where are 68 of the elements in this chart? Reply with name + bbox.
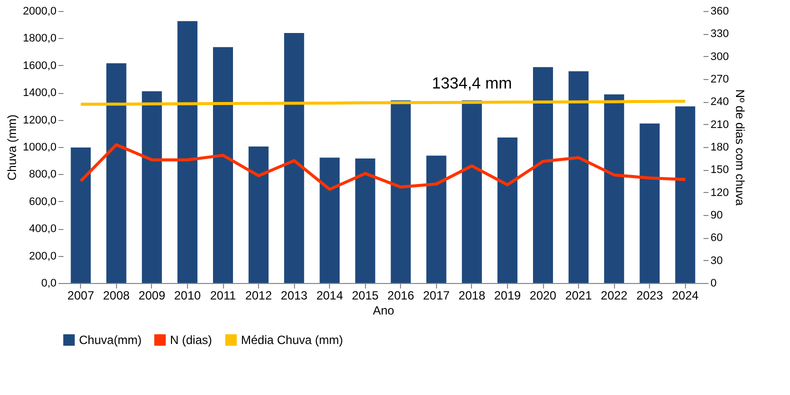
bar [213, 47, 233, 283]
y2-tick-label: 30 [710, 254, 723, 267]
x-tick-label: 2019 [494, 288, 522, 302]
bar [497, 137, 518, 283]
y-tick-label: 200,0 [28, 250, 56, 262]
y2-tick-label: 300 [710, 50, 729, 63]
x-tick-label: 2007 [67, 288, 94, 302]
y2-tick-label: 360 [710, 6, 729, 18]
bar [604, 94, 624, 283]
bar [675, 106, 696, 283]
bar [533, 67, 553, 283]
x-tick-label: 2023 [636, 288, 664, 302]
y-tick-label: 1400,0 [22, 87, 56, 100]
bar [426, 156, 446, 283]
x-tick-label: 2022 [600, 288, 628, 302]
legend-label: Média Chuva (mm) [241, 333, 344, 347]
x-tick-label: 2015 [352, 288, 379, 302]
bar [248, 146, 269, 283]
y2-tick-label: 0 [710, 278, 717, 290]
y-tick-label: 1600,0 [22, 60, 56, 72]
bar [568, 71, 589, 283]
bar [70, 148, 91, 283]
y-tick-label: 400,0 [28, 223, 56, 236]
bar [177, 21, 198, 283]
x-tick-label: 2016 [387, 288, 414, 302]
y2-tick-label: 90 [710, 210, 723, 222]
y2-tick-label: 180 [710, 142, 729, 154]
x-tick-label: 2020 [530, 288, 557, 302]
y-tick-label: 1800,0 [22, 32, 56, 45]
y2-tick-label: 240 [710, 96, 729, 108]
y2-tick-label: 270 [710, 74, 729, 86]
x-tick-label: 2013 [280, 288, 308, 302]
x-tick-label: 2008 [102, 288, 130, 302]
y-tick-label: 2000,0 [22, 6, 56, 18]
y2-tick-label: 330 [710, 28, 729, 40]
y-tick-label: 0,0 [41, 278, 56, 290]
y-axis-title: Chuva (mm) [4, 114, 19, 181]
y2-axis-title: Nº de dias com chuva [732, 89, 747, 206]
x-tick-label: 2018 [458, 288, 486, 302]
y-tick-label: 1200,0 [22, 114, 56, 126]
bar [355, 158, 376, 283]
x-tick-label: 2014 [316, 288, 344, 302]
y2-tick-label: 150 [710, 164, 729, 176]
legend-label: N (dias) [170, 333, 212, 347]
y2-tick-label: 60 [710, 232, 723, 244]
x-tick-label: 2021 [565, 288, 592, 302]
bar [320, 158, 340, 283]
annotation: 1334,4 mm [432, 76, 512, 93]
bar [106, 63, 126, 283]
x-axis-title: Ano [372, 304, 394, 318]
line-series [79, 143, 687, 191]
legend-label: Chuva(mm) [79, 333, 142, 347]
x-tick-label: 2011 [210, 288, 236, 302]
x-tick-label: 2009 [138, 288, 166, 302]
y-tick-label: 1000,0 [22, 142, 56, 154]
y-tick-label: 800,0 [28, 168, 56, 181]
bar [284, 33, 304, 283]
y2-tick-label: 210 [710, 118, 729, 131]
x-tick-label: 2024 [672, 288, 699, 302]
y-tick-label: 600,0 [28, 196, 56, 208]
x-tick-label: 2017 [422, 288, 450, 302]
x-tick-label: 2012 [245, 288, 272, 302]
bar [462, 100, 482, 283]
x-tick-label: 2010 [174, 288, 202, 302]
y2-tick-label: 120 [710, 186, 729, 199]
bar [390, 100, 411, 283]
bar [142, 91, 162, 283]
bar [640, 123, 660, 283]
